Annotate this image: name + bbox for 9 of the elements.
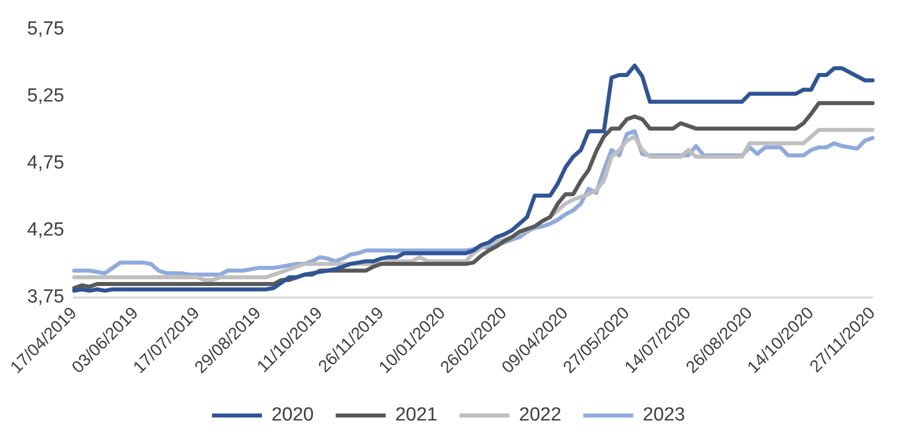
y-tick-label: 5,75 xyxy=(27,18,64,40)
y-tick-label: 4,25 xyxy=(27,220,64,241)
y-tick-label: 3,75 xyxy=(27,286,64,308)
legend-label: 2021 xyxy=(395,404,438,426)
y-tick-label: 4,75 xyxy=(27,152,64,174)
legend-label: 2020 xyxy=(271,404,314,426)
legend-label: 2022 xyxy=(519,404,562,426)
y-tick-label: 5,25 xyxy=(27,86,64,107)
legend-label: 2023 xyxy=(642,404,686,426)
